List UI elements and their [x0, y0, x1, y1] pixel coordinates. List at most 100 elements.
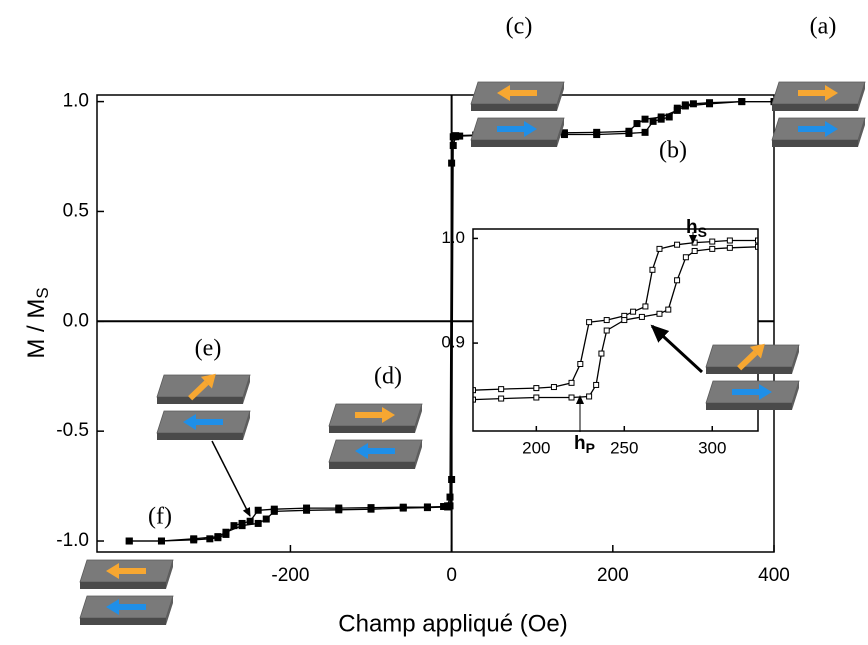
state-label: (c): [506, 14, 533, 40]
state-label: (a): [810, 14, 837, 40]
data-point: [641, 128, 649, 136]
slab-side: [166, 596, 173, 625]
series-group: [473, 237, 758, 403]
field-label: hS: [686, 217, 707, 240]
spin-arrow-head: [524, 121, 537, 137]
layer-icon: [156, 373, 251, 440]
state-label: (b): [659, 138, 687, 164]
slab-side: [557, 82, 564, 111]
slab-front: [471, 104, 557, 111]
data-point: [533, 394, 540, 401]
data-point: [254, 519, 262, 527]
data-point: [446, 493, 454, 501]
slab-side: [415, 440, 422, 469]
pointer-arrow: [650, 324, 704, 374]
state-label: (f): [148, 504, 172, 530]
data-point: [568, 394, 575, 401]
slab-front: [772, 104, 858, 111]
spin-arrow-shaft: [188, 380, 209, 401]
data-point: [638, 313, 645, 320]
layer-icon: [328, 403, 423, 469]
data-point: [335, 504, 343, 512]
data-point: [738, 98, 746, 106]
data-point: [262, 515, 270, 523]
data-point: [550, 384, 557, 391]
data-point: [691, 247, 698, 254]
data-point: [681, 102, 689, 110]
x-tick-label: 250: [610, 438, 638, 457]
data-point: [206, 535, 214, 543]
data-point: [621, 317, 628, 324]
slab-front: [80, 618, 166, 625]
data-point: [593, 128, 601, 136]
spin-arrow-head: [183, 414, 196, 430]
x-tick-label: 0: [446, 565, 457, 586]
data-point: [656, 245, 663, 252]
field-label-sub: P: [586, 440, 595, 456]
x-tick-label: 200: [522, 438, 550, 457]
data-point: [755, 243, 758, 250]
data-point: [222, 530, 230, 538]
spin-arrow-head: [382, 407, 395, 423]
data-point: [448, 159, 456, 167]
data-point: [649, 266, 656, 273]
layer-icon: [705, 343, 800, 410]
data-point: [673, 106, 681, 114]
data-point: [452, 132, 460, 140]
slab-side: [858, 82, 865, 111]
x-tick-label: 200: [597, 565, 629, 586]
slab-front: [80, 582, 166, 589]
layer-icon: [771, 81, 866, 147]
spin-arrow-head: [200, 373, 216, 389]
data-point: [498, 386, 505, 393]
x-axis-label: Champ appliqué (Oe): [338, 610, 567, 637]
data-point: [726, 244, 733, 251]
spin-arrow-head: [355, 443, 368, 459]
data-point: [568, 379, 575, 386]
data-point: [625, 127, 633, 135]
layer-icon: [79, 559, 174, 625]
data-point: [448, 475, 456, 483]
y-tick-label: 1.0: [441, 228, 465, 247]
data-point: [125, 537, 133, 545]
data-point: [230, 522, 238, 530]
spin-arrow-head: [759, 384, 772, 400]
y-tick-label: 0.5: [63, 200, 89, 221]
data-point: [674, 277, 681, 284]
spin-arrow-head: [497, 85, 510, 101]
spin-arrow-head: [106, 599, 119, 615]
data-point: [656, 310, 663, 317]
slab-front: [772, 140, 858, 147]
slab-front: [706, 403, 792, 410]
data-point: [689, 100, 697, 108]
slab-side: [557, 118, 564, 147]
data-point: [367, 504, 375, 512]
plot-frame: [472, 228, 759, 432]
slab-front: [706, 367, 792, 374]
x-tick-label: 400: [758, 565, 790, 586]
field-label-main: h: [686, 217, 698, 238]
data-point: [726, 237, 733, 244]
y-axis-label-main: M / M: [23, 299, 50, 359]
plot-frame: [96, 94, 775, 553]
field-label: hP: [574, 433, 595, 456]
slab-side: [415, 404, 422, 433]
data-point: [157, 537, 165, 545]
slab-front: [157, 433, 243, 440]
y-axis-label: M / MS: [23, 287, 52, 358]
data-point: [246, 517, 254, 525]
y-tick-label: 0.9: [441, 333, 465, 352]
series-group: [125, 98, 774, 545]
slab-front: [329, 426, 415, 433]
data-point: [190, 536, 198, 544]
slab-side: [243, 411, 250, 440]
data-point: [444, 502, 452, 510]
data-point: [586, 393, 593, 400]
data-point: [649, 117, 657, 125]
data-point: [709, 238, 716, 245]
data-point: [560, 129, 568, 137]
spin-arrow-head: [106, 563, 119, 579]
pointer-arrow: [211, 440, 251, 517]
